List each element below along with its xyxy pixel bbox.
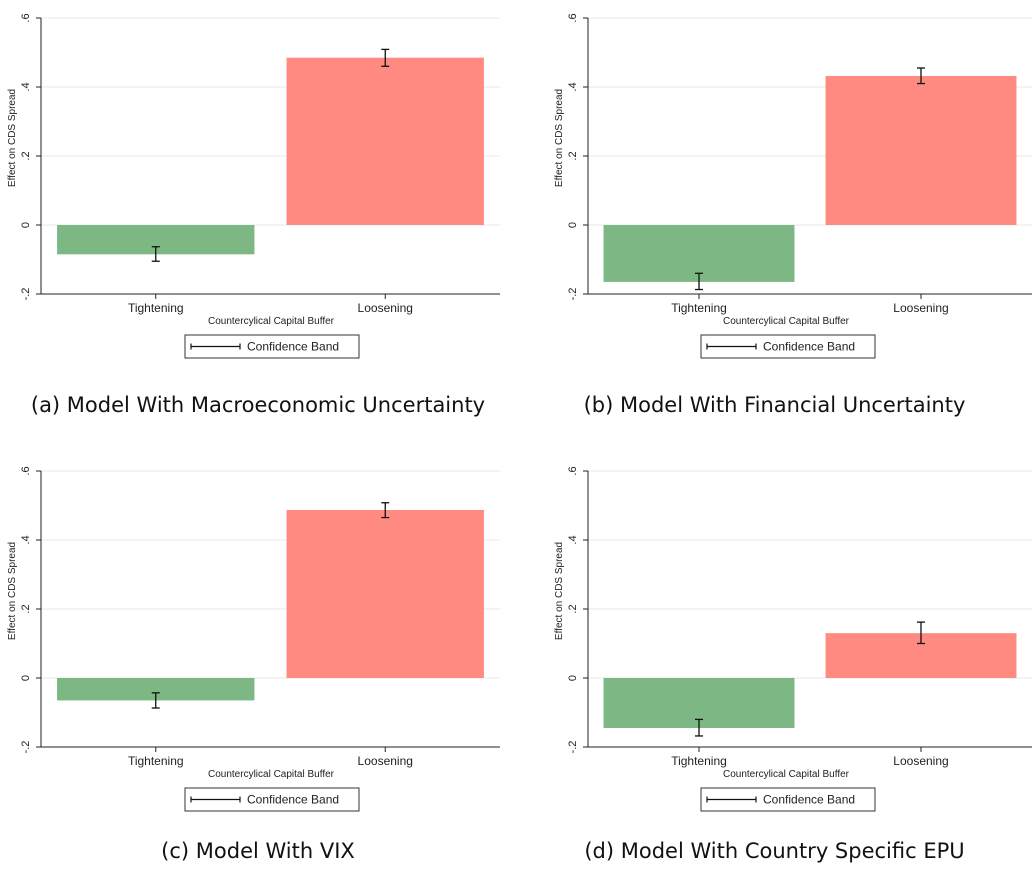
y-axis-title: Effect on CDS Spread: [7, 89, 18, 187]
y-tick-label: .6: [567, 13, 579, 22]
caption-a: (a) Model With Macroeconomic Uncertainty: [30, 393, 486, 417]
chart-d: -.2 0 .2 .4 .6 Effect on CDS Spread Tightening…: [554, 466, 1032, 812]
x-axis-title: Countercylical Capital Buffer: [208, 316, 335, 327]
y-tick-label: -.2: [567, 288, 579, 301]
y-axis-title: Effect on CDS Spread: [7, 542, 18, 640]
y-tick-label: .6: [567, 466, 579, 475]
chart-c: -.2 0 .2 .4 .6 Effect on CDS Spread Tightening…: [7, 466, 500, 812]
y-tick-label: .4: [20, 535, 32, 544]
chart-panel-c: -.2 0 .2 .4 .6 Effect on CDS Spread Tightening…: [0, 453, 516, 872]
legend-label: Confidence Band: [763, 793, 855, 807]
legend-label: Confidence Band: [763, 340, 855, 354]
chart-b: -.2 0 .2 .4 .6 Effect on CDS Spread Tightening…: [554, 13, 1032, 359]
y-tick-label: 0: [20, 675, 32, 681]
x-axis-title: Countercylical Capital Buffer: [723, 769, 850, 780]
bar-loosening: [825, 75, 1017, 226]
legend-label: Confidence Band: [247, 340, 339, 354]
x-axis-title: Countercylical Capital Buffer: [723, 316, 850, 327]
y-tick-label: -.2: [567, 741, 579, 754]
caption-c: (c) Model With VIX: [161, 839, 355, 863]
y-tick-label: 0: [20, 222, 32, 228]
x-tick-label: Loosening: [893, 754, 948, 768]
caption-b: (b) Model With Financial Uncertainty: [583, 393, 966, 417]
x-tick-label: Tightening: [128, 301, 184, 315]
legend-box: [700, 334, 876, 359]
y-axis-title: Effect on CDS Spread: [554, 542, 565, 640]
x-tick-label: Loosening: [893, 301, 948, 315]
y-tick-label: .4: [567, 82, 579, 91]
y-tick-label: .4: [20, 82, 32, 91]
x-axis-title: Countercylical Capital Buffer: [208, 769, 335, 780]
chart-panel-d: -.2 0 .2 .4 .6 Effect on CDS Spread Tightening…: [516, 453, 1033, 872]
caption-d: (d) Model With Country Specific EPU: [584, 839, 965, 863]
y-axis-title: Effect on CDS Spread: [554, 89, 565, 187]
x-tick-label: Loosening: [358, 301, 413, 315]
bar-loosening: [286, 57, 484, 225]
x-tick-label: Tightening: [128, 754, 184, 768]
bar-tightening: [603, 225, 795, 282]
y-tick-label: .6: [20, 13, 32, 22]
chart-panel-a: -.2 0 .2 .4 .6 Effect on CDS Spread Tightening…: [0, 0, 516, 436]
x-tick-label: Tightening: [671, 754, 727, 768]
y-tick-label: .2: [20, 151, 32, 160]
y-tick-label: .6: [20, 466, 32, 475]
y-tick-label: .4: [567, 535, 579, 544]
y-tick-label: .2: [567, 604, 579, 613]
bar-loosening: [286, 509, 484, 678]
y-tick-label: -.2: [20, 741, 32, 754]
x-tick-label: Tightening: [671, 301, 727, 315]
legend-label: Confidence Band: [247, 793, 339, 807]
chart-panel-b: -.2 0 .2 .4 .6 Effect on CDS Spread Tightening…: [516, 0, 1033, 436]
x-tick-label: Loosening: [358, 754, 413, 768]
legend-box: [184, 787, 360, 812]
y-tick-label: .2: [567, 151, 579, 160]
bar-tightening: [57, 678, 255, 701]
y-tick-label: 0: [567, 675, 579, 681]
legend-box: [700, 787, 876, 812]
y-tick-label: .2: [20, 604, 32, 613]
y-tick-label: -.2: [20, 288, 32, 301]
y-tick-label: 0: [567, 222, 579, 228]
chart-a: -.2 0 .2 .4 .6 Effect on CDS Spread Tightening…: [7, 13, 500, 359]
legend-box: [184, 334, 360, 359]
